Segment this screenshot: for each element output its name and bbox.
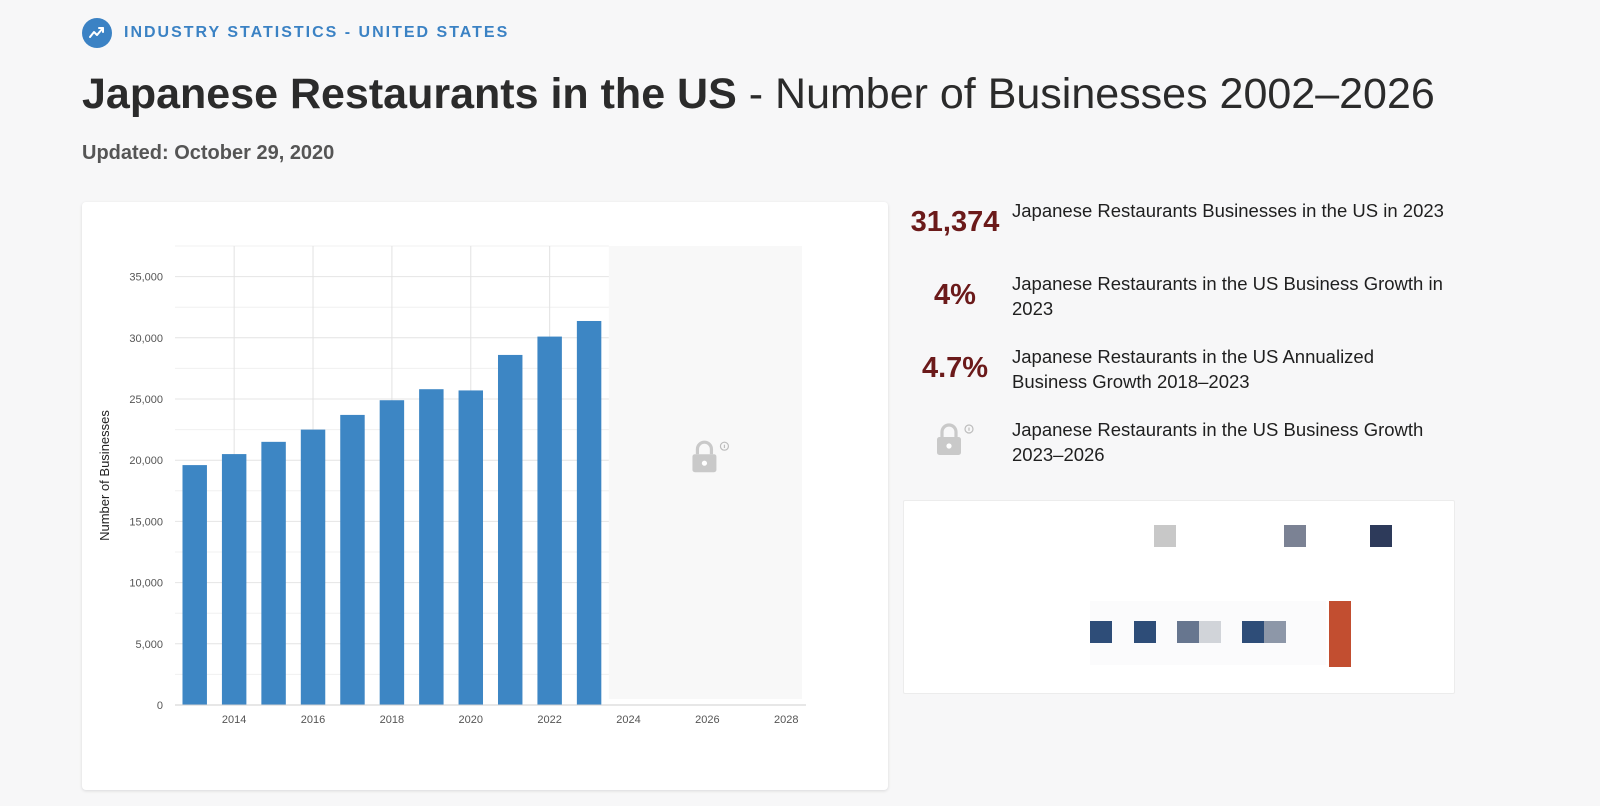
y-tick-label: 35,000 xyxy=(129,272,163,284)
y-tick-label: 5,000 xyxy=(135,639,163,651)
x-tick-label: 2016 xyxy=(301,714,325,726)
bar xyxy=(497,354,523,705)
stat-label: Japanese Restaurants in the US Annualize… xyxy=(1012,346,1375,392)
page-title-strong: Japanese Restaurants in the US xyxy=(82,70,737,118)
bar xyxy=(261,441,286,705)
bar xyxy=(379,400,405,705)
x-tick-label: 2020 xyxy=(459,714,483,726)
lock-icon[interactable] xyxy=(692,440,730,473)
stat-label: Japanese Restaurants in the US Business … xyxy=(1012,273,1443,319)
preview-block xyxy=(1134,621,1156,643)
stat-growth: 4% Japanese Restaurants in the US Busine… xyxy=(902,273,1462,333)
y-axis-label: Number of Businesses xyxy=(97,410,112,541)
legend-swatch-light xyxy=(1154,525,1176,547)
legend-swatch-mid xyxy=(1284,525,1306,547)
trend-line-icon xyxy=(82,18,112,48)
bar xyxy=(182,465,207,705)
y-tick-label: 25,000 xyxy=(129,394,163,406)
stat-businesses: 31,374 Japanese Restaurants Businesses i… xyxy=(902,200,1462,260)
bar xyxy=(419,389,444,705)
x-tick-label: 2014 xyxy=(222,714,246,726)
bar-chart: 0 5,000 10,000 15,000 20,000 25,000 30,000 35,0… xyxy=(97,245,806,726)
stat-value: 4% xyxy=(934,279,976,311)
x-tick-label: 2022 xyxy=(537,714,561,726)
stat-label: Japanese Restaurants in the US Business … xyxy=(1012,419,1424,465)
locked-preview-card xyxy=(903,500,1455,694)
x-tick-label: 2024 xyxy=(616,714,640,726)
x-tick-label: 2026 xyxy=(695,714,719,726)
y-tick-label: 20,000 xyxy=(129,455,163,467)
legend-swatch-dark xyxy=(1370,525,1392,547)
bar xyxy=(537,336,562,705)
y-tick-label: 10,000 xyxy=(129,578,163,590)
stat-label: Japanese Restaurants Businesses in the U… xyxy=(1012,200,1444,221)
eyebrow-label: INDUSTRY STATISTICS - UNITED STATES xyxy=(124,24,510,41)
bar xyxy=(221,454,247,705)
y-tick-label: 0 xyxy=(157,700,163,712)
eyebrow: INDUSTRY STATISTICS - UNITED STATES xyxy=(82,18,509,48)
stat-annualized-growth: 4.7% Japanese Restaurants in the US Annu… xyxy=(902,346,1462,406)
y-tick-label: 15,000 xyxy=(129,516,163,528)
stat-value: 31,374 xyxy=(910,206,1000,238)
page-title: Japanese Restaurants in the US - Number … xyxy=(82,70,1435,119)
preview-block xyxy=(1090,621,1112,643)
bar xyxy=(458,390,484,705)
stat-locked-growth[interactable]: Japanese Restaurants in the US Business … xyxy=(902,419,1462,479)
chart-card: 0 5,000 10,000 15,000 20,000 25,000 30,000 35,0… xyxy=(82,202,888,790)
bar xyxy=(340,414,365,705)
x-tick-label: 2028 xyxy=(774,714,798,726)
page-title-rest: - Number of Businesses 2002–2026 xyxy=(736,70,1435,118)
updated-date: Updated: October 29, 2020 xyxy=(82,142,335,164)
preview-block xyxy=(1242,621,1264,643)
preview-block xyxy=(1264,621,1286,643)
x-tick-label: 2018 xyxy=(380,714,404,726)
y-tick-label: 30,000 xyxy=(129,333,163,345)
bar xyxy=(300,429,326,705)
lock-icon[interactable] xyxy=(934,419,980,465)
preview-block xyxy=(1199,621,1221,643)
preview-bar xyxy=(1329,601,1351,667)
preview-block xyxy=(1177,621,1199,643)
bar xyxy=(576,320,602,705)
stat-value: 4.7% xyxy=(921,352,989,384)
locked-forecast-region xyxy=(608,246,803,699)
